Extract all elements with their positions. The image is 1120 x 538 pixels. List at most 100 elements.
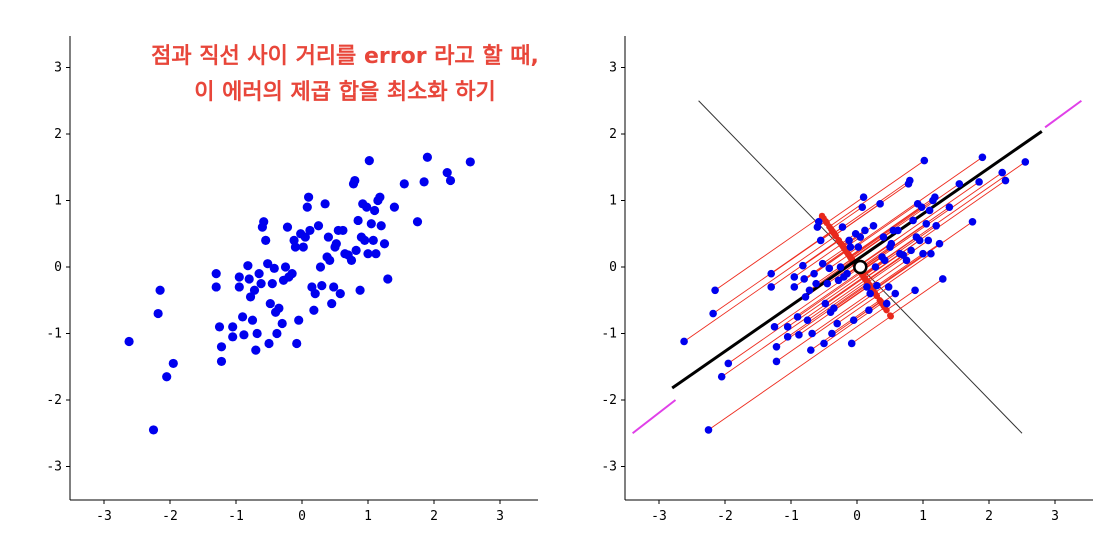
data-point <box>162 372 172 382</box>
data-point <box>805 286 814 295</box>
data-point <box>846 243 855 251</box>
data-point <box>902 256 911 265</box>
projection-line <box>867 240 929 283</box>
data-point <box>863 283 871 291</box>
data-point <box>252 328 262 339</box>
data-point <box>375 192 385 202</box>
data-point <box>772 343 781 351</box>
data-point <box>292 338 302 349</box>
projection-line <box>714 215 823 291</box>
x-tick-label: -1 <box>783 509 799 524</box>
data-point <box>370 205 380 216</box>
projection-line <box>874 253 932 294</box>
data-point <box>245 292 256 302</box>
data-point <box>818 259 827 268</box>
y-tick-label: -1 <box>601 327 617 342</box>
data-point <box>854 243 863 251</box>
data-point <box>998 168 1006 177</box>
projection-line <box>889 278 944 316</box>
data-point <box>399 179 409 189</box>
data-point <box>216 356 227 367</box>
data-point <box>302 202 312 212</box>
data-point <box>767 269 775 278</box>
data-point <box>313 221 324 231</box>
projection-line <box>862 161 1026 276</box>
data-point <box>315 262 326 272</box>
projection-line <box>829 254 849 269</box>
data-point <box>931 193 939 201</box>
data-point <box>368 235 378 245</box>
data-point <box>825 264 834 273</box>
data-point <box>919 249 927 258</box>
data-point <box>346 255 357 265</box>
projection-line <box>833 283 869 309</box>
data-point <box>317 281 327 291</box>
data-point <box>376 221 386 231</box>
data-point <box>360 235 370 245</box>
projection-line <box>833 180 911 234</box>
data-point <box>168 358 178 369</box>
data-point <box>148 425 159 435</box>
data-point <box>310 289 320 299</box>
data-point <box>327 298 337 309</box>
data-point <box>717 372 726 381</box>
projection-line <box>794 243 842 278</box>
data-point <box>355 285 365 295</box>
data-point <box>211 282 221 292</box>
data-point <box>906 176 914 185</box>
data-point <box>925 206 934 215</box>
projection-line <box>831 299 881 334</box>
data-point <box>280 262 291 272</box>
data-point <box>1001 176 1010 185</box>
data-point <box>803 316 812 325</box>
projection-line <box>856 181 980 268</box>
data-point <box>304 192 314 202</box>
projection-line <box>851 183 960 260</box>
projection-line <box>708 307 885 431</box>
data-point <box>251 345 261 355</box>
projection-line <box>842 230 866 247</box>
data-point <box>915 236 924 245</box>
projection-line <box>829 160 925 227</box>
data-point <box>909 216 917 225</box>
y-tick-label: 0 <box>54 260 62 275</box>
data-point <box>795 331 803 339</box>
data-point <box>911 286 919 295</box>
projection-line <box>866 254 904 282</box>
data-point <box>259 217 269 227</box>
data-point <box>876 200 884 208</box>
data-point <box>847 339 856 348</box>
projection-line <box>822 248 845 265</box>
y-tick-label: -1 <box>46 327 62 342</box>
projection-line <box>776 292 876 362</box>
projection-line <box>776 282 869 348</box>
data-point <box>711 286 719 295</box>
y-tick-label: -3 <box>46 460 62 475</box>
data-point <box>879 233 888 241</box>
data-point <box>238 312 248 322</box>
data-point <box>894 226 902 235</box>
projection-line <box>825 276 865 304</box>
projection-line <box>797 272 862 318</box>
data-point <box>300 232 310 242</box>
data-point <box>287 269 297 279</box>
y-tick-label: -2 <box>46 393 62 408</box>
data-point <box>866 289 874 298</box>
projection-line <box>858 206 950 271</box>
data-point <box>214 322 225 332</box>
data-point <box>155 285 165 295</box>
data-point <box>704 426 713 434</box>
projection-line <box>864 180 1006 279</box>
x-tick-label: -3 <box>96 509 112 524</box>
data-point <box>783 323 792 331</box>
data-point <box>272 328 282 339</box>
data-point <box>277 318 287 329</box>
right-projection-plot: -3 -2 -1 0 1 2 3 3 2 1 0 -1 -2 -3 <box>601 36 1093 524</box>
data-point <box>767 283 775 291</box>
data-point <box>917 203 926 211</box>
data-point <box>298 242 308 252</box>
data-point <box>808 329 816 338</box>
x-tick-label: -2 <box>162 509 178 524</box>
data-point <box>816 236 825 245</box>
x-tick-label: 1 <box>919 509 927 524</box>
